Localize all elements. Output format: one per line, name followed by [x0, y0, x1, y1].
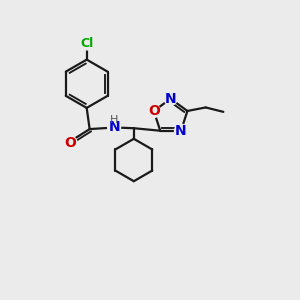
Circle shape — [175, 124, 188, 137]
Circle shape — [147, 104, 160, 118]
Text: H: H — [110, 115, 118, 125]
Circle shape — [108, 121, 121, 134]
Text: N: N — [108, 120, 120, 134]
Circle shape — [80, 37, 93, 50]
Circle shape — [64, 136, 77, 149]
Circle shape — [164, 92, 177, 105]
Text: Cl: Cl — [80, 37, 93, 50]
Text: O: O — [148, 104, 160, 118]
Text: N: N — [165, 92, 176, 106]
Text: O: O — [64, 136, 76, 150]
Text: N: N — [175, 124, 187, 138]
